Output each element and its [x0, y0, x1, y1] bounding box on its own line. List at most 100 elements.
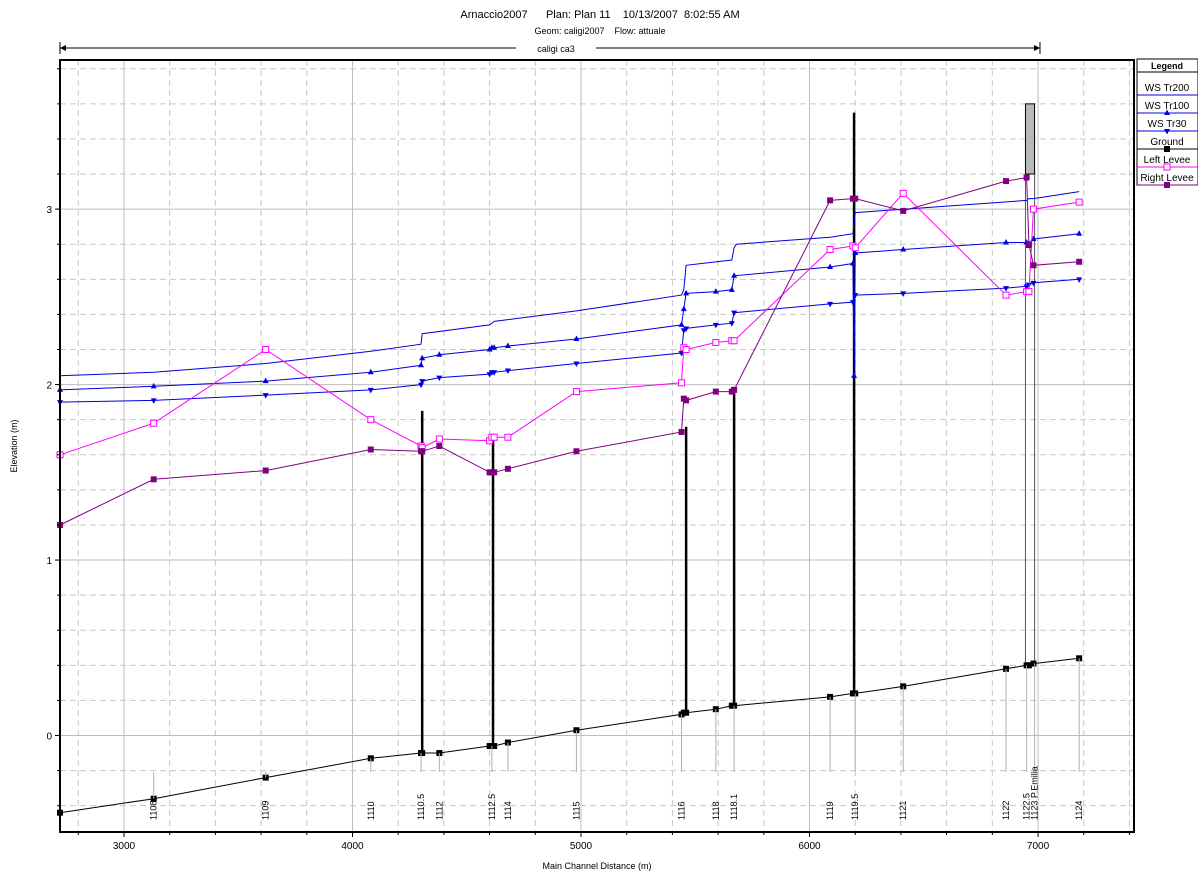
x-tick-label: 4000	[341, 841, 364, 852]
series-point	[683, 326, 690, 332]
cross-section-label: 1110	[366, 801, 376, 820]
cross-section-label: 1119.5	[850, 794, 860, 820]
cross-section-label: 1119	[825, 801, 835, 820]
chart-title: Arnaccio2007 Plan: Plan 11 10/13/2007 8:…	[460, 9, 739, 21]
series-point	[1030, 660, 1037, 667]
series-point	[436, 375, 443, 382]
series-point	[1003, 178, 1010, 185]
series-point	[436, 351, 443, 357]
series-line	[59, 192, 1080, 456]
series-point	[573, 448, 580, 455]
series-point	[367, 416, 375, 424]
series-point	[852, 249, 859, 255]
series-point	[1025, 288, 1033, 296]
cross-section-label: 1121	[898, 801, 908, 820]
series-point	[730, 337, 738, 345]
series-point	[504, 433, 512, 441]
series-point	[1030, 262, 1037, 269]
series-point	[1029, 205, 1037, 213]
series-point	[262, 346, 270, 353]
legend-entry-label: WS Tr200	[1145, 83, 1190, 94]
series-point	[851, 244, 859, 252]
series-point	[1003, 286, 1010, 292]
series-point	[1030, 280, 1037, 287]
y-axis-label: Elevation (m)	[9, 419, 19, 472]
series-point	[367, 446, 374, 453]
series-point	[827, 197, 834, 204]
series-point	[1003, 238, 1010, 245]
legend-title: Legend	[1151, 61, 1183, 71]
cross-section-label: 1124	[1074, 801, 1084, 820]
series-point	[731, 272, 738, 278]
series-point	[419, 379, 426, 385]
series-point	[419, 750, 426, 757]
series-point	[1002, 291, 1010, 299]
series-point	[1164, 109, 1170, 115]
y-tick-label: 3	[46, 205, 52, 216]
series-point	[419, 448, 426, 455]
chart-subtitle: Geom: caligi2007 Flow: attuale	[534, 26, 665, 36]
cross-section-labels: 1108 1109 1110 1110.5 1112 1112.5 1114 1115 1116…	[149, 658, 1084, 820]
series-ws-tr100	[57, 230, 1083, 392]
series-point	[491, 344, 498, 350]
series-point	[1164, 129, 1170, 135]
axis-ticks: 3000 4000 5000 6000 7000 0 1 2 3	[46, 68, 1130, 852]
series-point	[712, 388, 719, 395]
cross-section-label: 1112	[434, 801, 444, 820]
series-point	[678, 428, 685, 435]
series-line	[59, 177, 1080, 526]
series-point	[262, 393, 269, 399]
series-point	[491, 469, 498, 476]
series-point	[573, 361, 580, 368]
series-point	[678, 379, 686, 387]
legend-entry-label: Right Levee	[1140, 173, 1194, 184]
cross-section-label: 1108	[149, 801, 159, 820]
series-point	[899, 189, 907, 197]
series-point	[900, 207, 907, 214]
series-right-levee	[57, 174, 1083, 528]
y-tick-label: 2	[46, 381, 52, 392]
series-point	[491, 370, 498, 376]
cross-section-label: 1114	[503, 801, 513, 820]
series-point	[1075, 198, 1083, 206]
cross-section-label: 1110.5	[416, 794, 426, 820]
series-point	[1076, 258, 1083, 265]
series-point	[731, 310, 738, 317]
series-point	[490, 433, 498, 441]
cross-section-label: 1109	[261, 801, 271, 820]
series-point	[852, 195, 859, 202]
series-point	[418, 361, 425, 368]
x-tick-label: 6000	[798, 841, 821, 852]
cross-section-label: 1116	[677, 801, 687, 820]
legend-entry-label: WS Tr30	[1148, 119, 1187, 130]
series-point	[852, 293, 859, 299]
cross-section-label: 1122	[1001, 801, 1011, 820]
series-point	[573, 335, 580, 341]
reach-indicator: caligi ca3	[59, 42, 1041, 54]
x-axis-label: Main Channel Distance (m)	[542, 861, 651, 871]
series-point	[262, 377, 269, 384]
series-point	[712, 338, 720, 346]
legend-entry-label: Ground	[1150, 137, 1183, 148]
series-point	[435, 435, 443, 443]
x-tick-label: 3000	[113, 841, 136, 852]
series-point	[1076, 230, 1083, 236]
series-point	[728, 321, 735, 327]
series-point	[504, 342, 511, 348]
series-ws-tr30	[57, 277, 1083, 406]
series-point	[150, 476, 157, 483]
series-ws-tr200	[59, 191, 1080, 377]
y-tick-label: 0	[46, 732, 52, 743]
series-point	[436, 443, 443, 449]
series-point	[826, 245, 834, 253]
grid	[60, 60, 1134, 832]
series-point	[419, 354, 426, 361]
series-point	[1025, 662, 1032, 669]
series-point	[731, 386, 738, 393]
series-point	[491, 743, 498, 750]
series-point	[504, 465, 511, 472]
legend: Legend WS Tr200 WS Tr100 WS Tr30 Ground Left…	[1136, 58, 1198, 188]
series-point	[367, 387, 374, 394]
series-left-levee	[56, 189, 1083, 459]
